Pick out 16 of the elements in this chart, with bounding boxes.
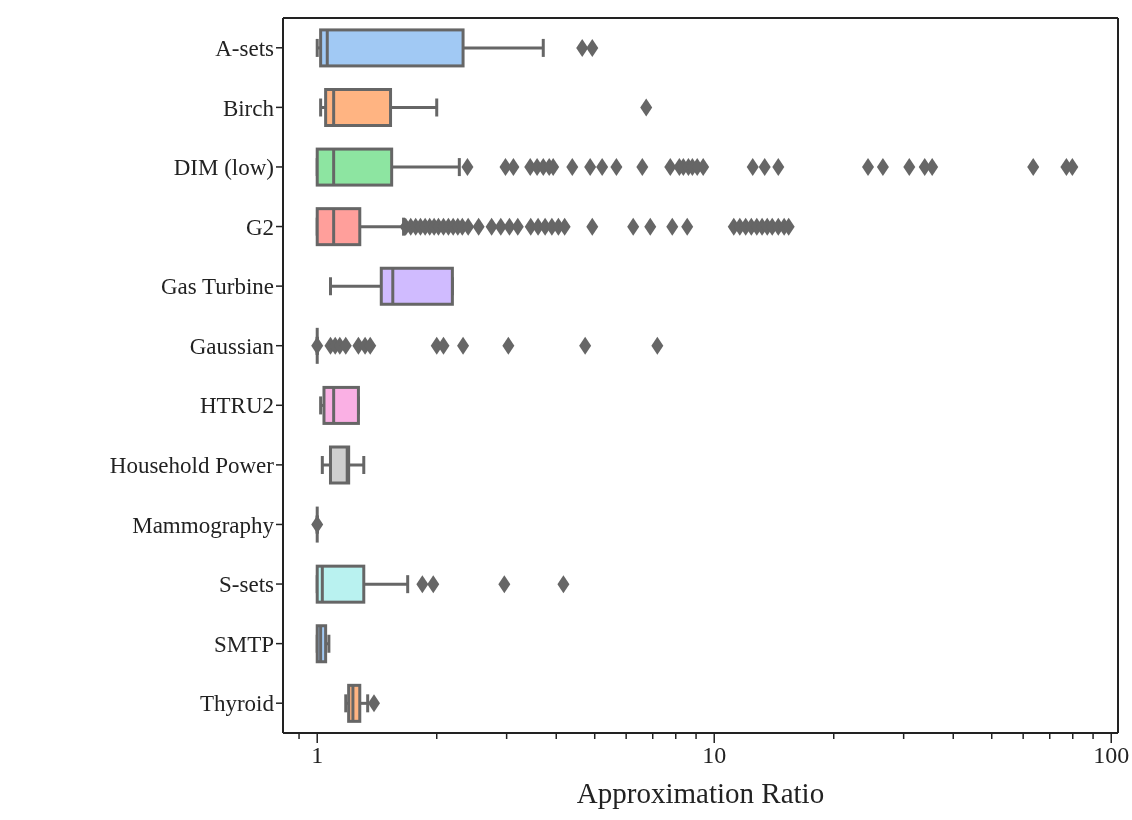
y-tick-label: S-sets — [219, 572, 275, 598]
x-tick-label: 1 — [311, 742, 324, 768]
y-tick-label: Gas Turbine — [160, 274, 274, 300]
y-tick-label: G2 — [245, 214, 274, 240]
y-tick-label: HTRU2 — [199, 393, 274, 419]
x-tick-label: 100 — [1093, 742, 1130, 768]
y-tick-label: Birch — [222, 95, 275, 121]
x-axis-title: Approximation Ratio — [576, 777, 825, 809]
y-tick-label: Mammography — [132, 512, 275, 538]
y-tick-label: DIM (low) — [173, 155, 274, 181]
x-tick-label: 10 — [702, 742, 727, 768]
y-tick-label: Gaussian — [189, 333, 275, 359]
y-tick-label: SMTP — [213, 631, 274, 657]
y-tick-label: Thyroid — [199, 691, 275, 717]
y-tick-label: A-sets — [215, 35, 275, 61]
y-tick-label: Household Power — [109, 453, 275, 479]
